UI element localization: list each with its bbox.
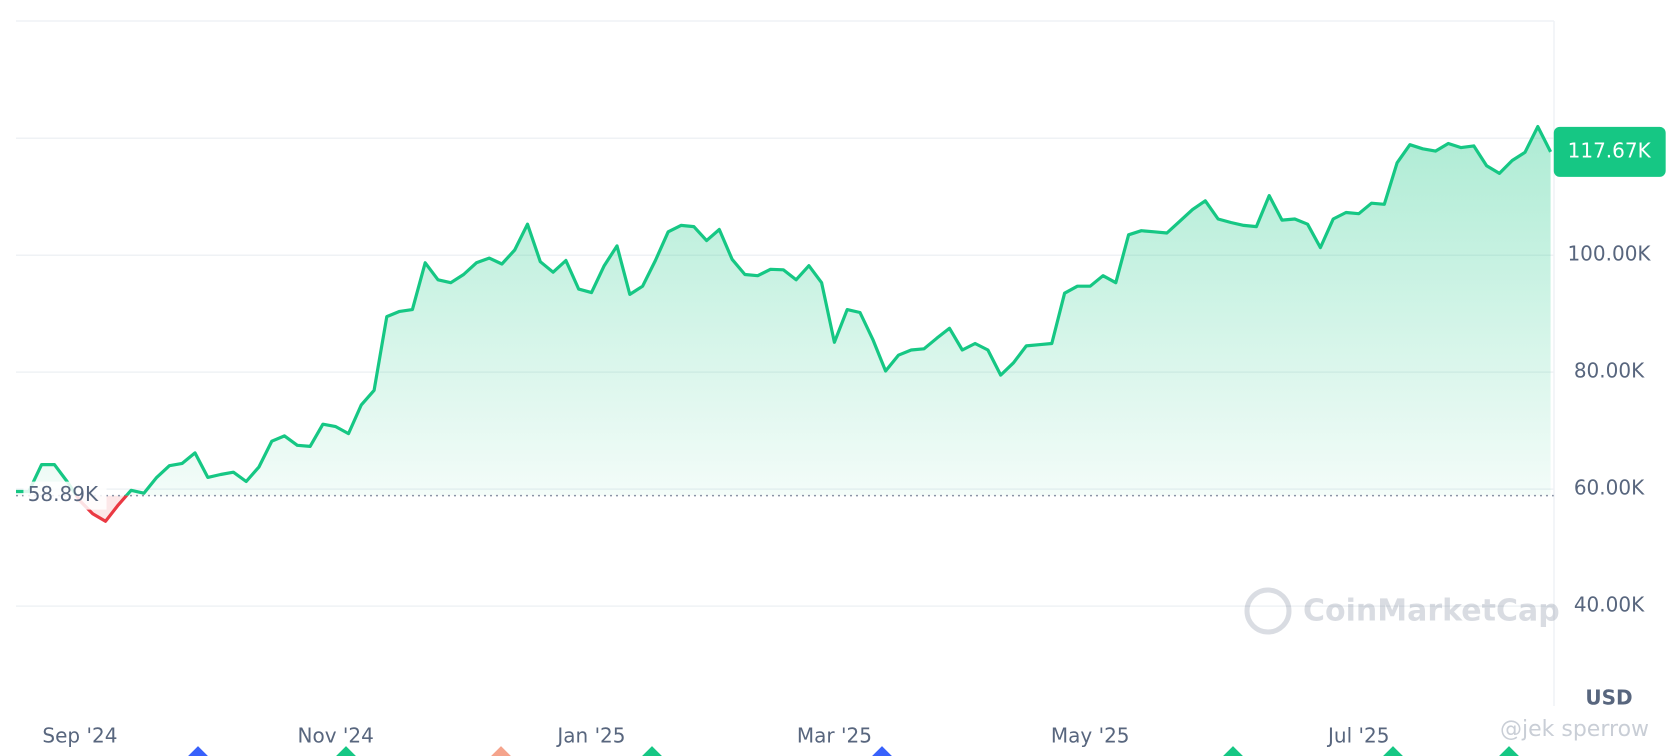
watermark-logo	[1244, 587, 1292, 635]
x-tick-label: Sep '24	[42, 724, 117, 748]
event-marker[interactable]	[1383, 746, 1403, 756]
event-marker[interactable]	[872, 746, 892, 756]
event-marker[interactable]	[336, 746, 356, 756]
x-tick-label: May '25	[1051, 724, 1130, 748]
event-marker[interactable]	[491, 746, 511, 756]
baseline-label: 58.89K	[28, 482, 99, 506]
y-tick-label: 80.00K	[1574, 359, 1645, 383]
x-tick-label: Mar '25	[797, 724, 872, 748]
event-markers	[188, 746, 1519, 756]
area-above	[15, 126, 1551, 496]
y-tick-label: 100.00K	[1567, 242, 1651, 266]
credit-text: @jek sperrow	[1500, 717, 1649, 742]
x-tick-label: Jul '25	[1326, 724, 1389, 748]
y-tick-label: 60.00K	[1574, 476, 1645, 500]
x-tick-label: Jan '25	[555, 724, 625, 748]
plot	[15, 125, 1554, 607]
event-marker[interactable]	[1223, 746, 1243, 756]
event-marker[interactable]	[1499, 746, 1519, 756]
price-tag-label: 117.67K	[1568, 138, 1652, 162]
event-marker[interactable]	[188, 746, 208, 756]
y-axis-label: USD	[1585, 686, 1632, 710]
y-tick-label: 40.00K	[1574, 593, 1645, 617]
baseline-label-bg	[23, 481, 107, 510]
watermark-text: CoinMarketCap	[1303, 594, 1560, 629]
x-tick-label: Nov '24	[298, 724, 374, 748]
price-tag	[1553, 126, 1666, 177]
price-line	[16, 125, 1553, 496]
event-marker[interactable]	[642, 746, 662, 756]
watermark: CoinMarketCap	[1244, 587, 1560, 635]
